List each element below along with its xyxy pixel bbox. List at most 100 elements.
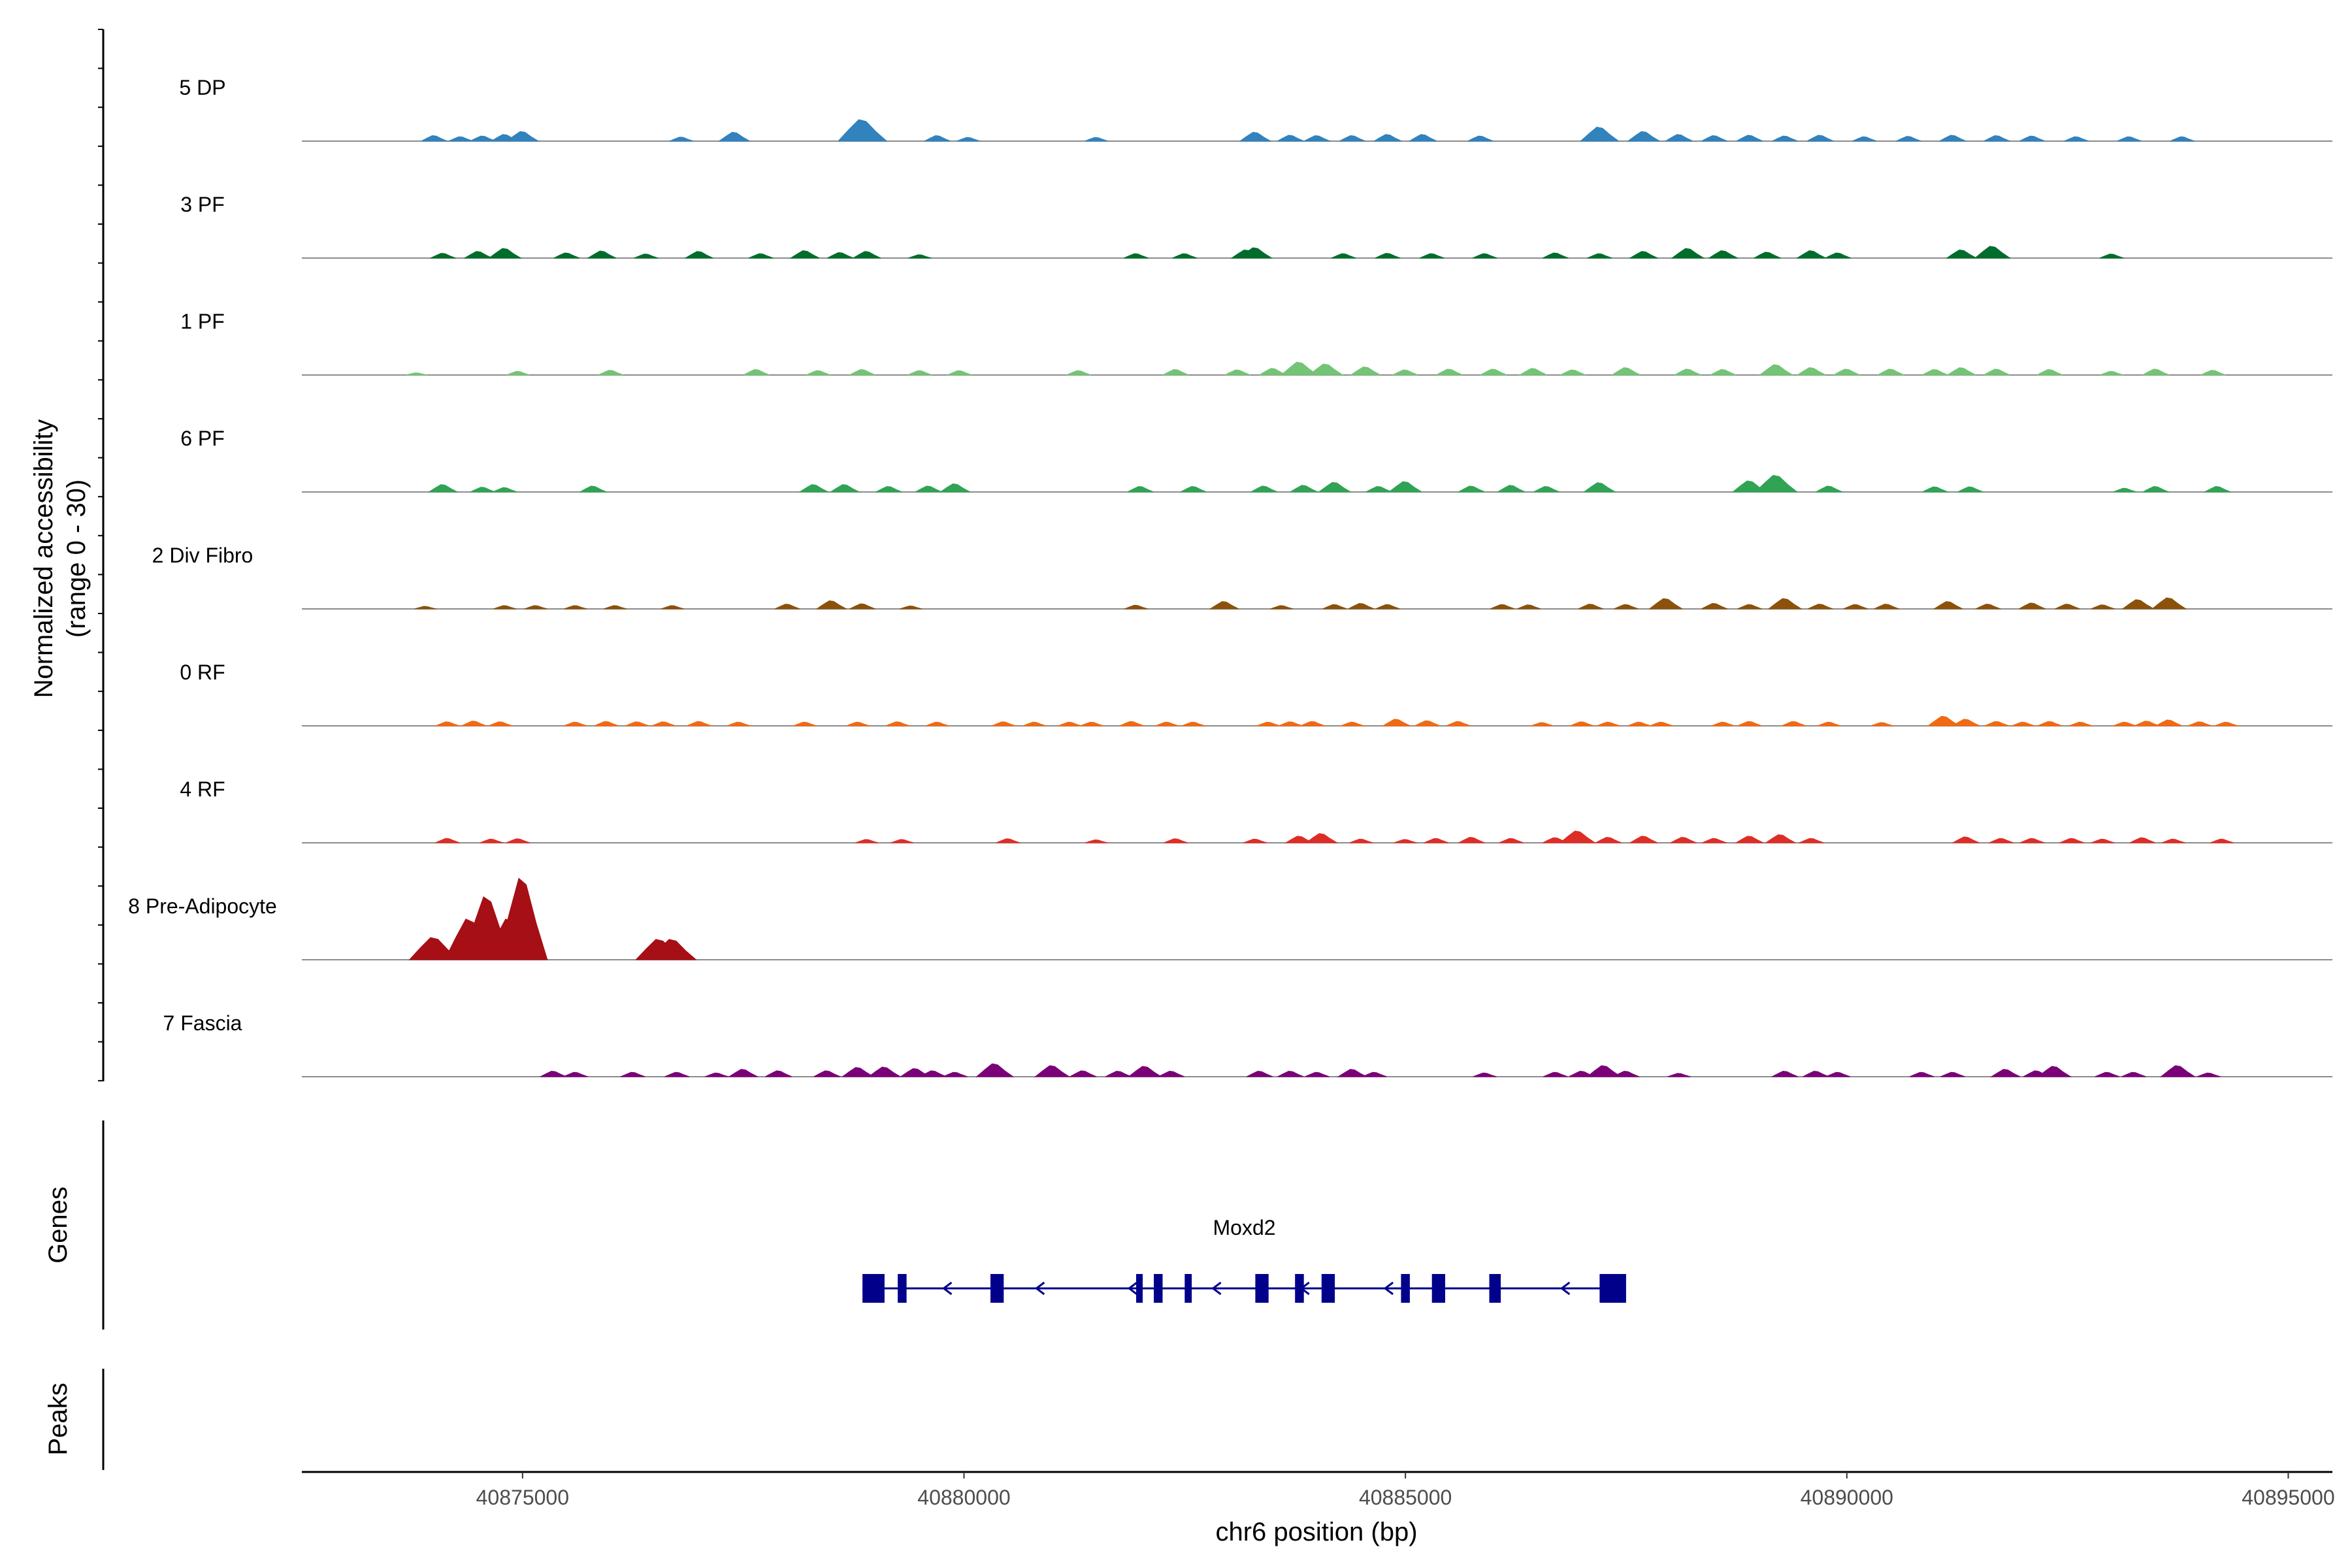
coverage-peak [1331,253,1356,259]
coverage-peak [1596,721,1621,727]
coverage-peak [717,131,751,142]
strand-arrow [1211,1281,1222,1296]
coverage-peak [1628,836,1658,843]
coverage-peak [524,605,547,610]
coverage-peak [1984,721,2010,727]
coverage-peak [2059,838,2085,843]
coverage-peak [1224,369,1251,376]
coverage-peak [1870,722,1894,727]
coverage-peak [1180,485,1207,493]
coverage-peak [1424,838,1449,843]
coverage-peak [421,135,448,142]
coverage-peak [1989,838,2014,843]
coverage-peak [1158,1070,1185,1077]
coverage-peak [1239,131,1272,142]
strand-arrow [1383,1281,1394,1296]
coverage-peak [1300,721,1326,727]
gene-exon [898,1274,907,1303]
coverage-peak [947,370,972,376]
genes-panel-title: Genes [44,1186,73,1264]
coverage-peak [1288,485,1318,493]
coverage-peak [1365,485,1392,493]
coverage-peak [2155,719,2183,727]
coverage-peak [1737,721,1763,727]
track-5-dp: 5 DP [179,76,2332,142]
coverage-peak [991,721,1016,727]
coverage-peak [2018,602,2046,610]
coverage-peak [1340,721,1365,727]
coverage-peak [1543,252,1569,259]
coverage-peak [1627,721,1652,727]
coverage-peak [1458,836,1485,843]
coverage-peak [1308,363,1345,376]
coverage-peak [2200,370,2226,376]
coverage-peak [1164,838,1188,843]
peaks-panel-title: Peaks [44,1382,73,1455]
coverage-peak [1339,135,1366,142]
coverage-peak [890,839,914,843]
coverage-peak [855,131,889,142]
coverage-peak [687,721,712,727]
coverage-peak [669,137,694,142]
coverage-peak [1480,368,1507,376]
coverage-peak [1627,131,1661,142]
coverage-peak [1559,830,1597,843]
gene-exon [1154,1274,1163,1303]
coverage-peak [748,253,774,259]
coverage-peak [908,254,932,259]
coverage-peak [1560,369,1586,376]
coverage-peak [924,135,951,142]
track-label: 1 PF [180,310,225,333]
coverage-peak [1578,604,1604,610]
x-axis: 40875000 40880000 40885000 40890000 40895000 [302,1471,2335,1509]
track-label: 0 RF [180,661,225,684]
coverage-peak [1533,485,1560,493]
coverage-peak [1648,598,1684,610]
coverage-peak [1530,722,1554,727]
coverage-peak [1349,838,1373,843]
coverage-peak [1667,1073,1691,1077]
coverage-peak [1843,604,1869,610]
coverage-peak [2091,838,2115,843]
coverage-peak [798,484,829,493]
coverage-peak [1022,721,1047,727]
coverage-peak [1595,836,1622,843]
gene-exon [1431,1274,1445,1303]
coverage-peak [2204,485,2231,493]
coverage-peak [1649,721,1674,727]
coverage-peak [1806,135,1834,142]
coverage-peak [1701,135,1728,142]
coverage-peak [1124,604,1149,610]
coverage-peak [1612,1070,1640,1077]
coverage-peak [1852,136,1877,142]
coverage-peak [1496,485,1526,493]
coverage-peak [1499,838,1524,843]
coverage-peak [1155,721,1179,727]
coverage-peak [2036,1066,2072,1077]
strand-arrow [941,1281,953,1296]
gene-exon [990,1274,1004,1303]
x-tick-label: 40885000 [1359,1486,1452,1509]
coverage-peak [1670,836,1697,843]
coverage-peak [1946,367,1976,376]
coverage-peak [1162,368,1189,376]
gene-exon [862,1274,885,1303]
coverage-peak [564,605,587,610]
coverage-tracks: 5 DP 3 PF 1 PF 6 PF 2 Div Fibro 0 RF 4 RF 8 Pre… [128,76,2332,1077]
x-tick-label: 40890000 [1801,1486,1893,1509]
track-label: 2 Div Fibro [152,544,253,567]
coverage-peak [1759,364,1794,376]
coverage-peak [915,485,943,493]
coverage-peak [1318,482,1352,493]
coverage-peak [841,1067,875,1077]
coverage-peak [1909,1071,1935,1077]
coverage-peak [684,251,713,259]
coverage-peak [996,838,1021,843]
coverage-peak [1940,1071,1965,1077]
coverage-peak [2019,838,2045,843]
coverage-peak [1085,839,1108,843]
coverage-peak [603,605,627,610]
coverage-peak [1516,604,1541,610]
coverage-peak [1373,134,1402,142]
coverage-peak [1337,1069,1367,1077]
